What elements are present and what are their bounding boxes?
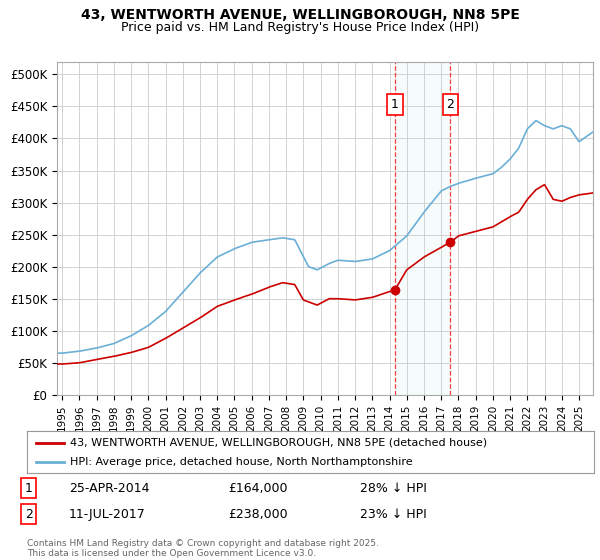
Text: HPI: Average price, detached house, North Northamptonshire: HPI: Average price, detached house, Nort… [70,457,412,467]
Text: 2: 2 [25,507,33,521]
Text: £164,000: £164,000 [228,482,287,495]
Text: 43, WENTWORTH AVENUE, WELLINGBOROUGH, NN8 5PE: 43, WENTWORTH AVENUE, WELLINGBOROUGH, NN… [80,8,520,22]
Text: Price paid vs. HM Land Registry's House Price Index (HPI): Price paid vs. HM Land Registry's House … [121,21,479,34]
Text: 1: 1 [391,98,399,111]
Text: 23% ↓ HPI: 23% ↓ HPI [360,507,427,521]
Text: 43, WENTWORTH AVENUE, WELLINGBOROUGH, NN8 5PE (detached house): 43, WENTWORTH AVENUE, WELLINGBOROUGH, NN… [70,437,487,447]
Text: 2: 2 [446,98,454,111]
Bar [395,62,451,395]
Text: Contains HM Land Registry data © Crown copyright and database right 2025.
This d: Contains HM Land Registry data © Crown c… [27,539,379,558]
Text: £238,000: £238,000 [228,507,287,521]
Text: 1: 1 [25,482,33,495]
Text: 11-JUL-2017: 11-JUL-2017 [69,507,146,521]
Text: 25-APR-2014: 25-APR-2014 [69,482,149,495]
Text: 28% ↓ HPI: 28% ↓ HPI [360,482,427,495]
